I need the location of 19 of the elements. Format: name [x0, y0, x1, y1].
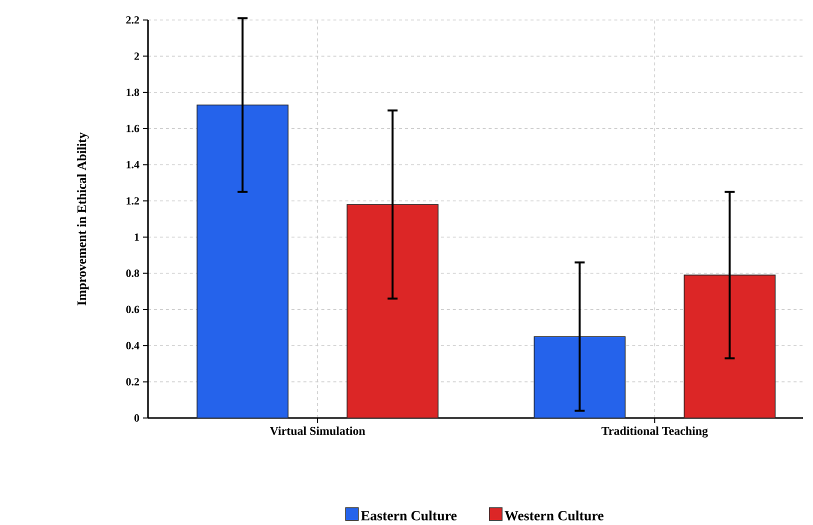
y-axis-title: Improvement in Ethical Ability — [77, 132, 89, 306]
x-tick-label: Traditional Teaching — [602, 426, 708, 438]
bar — [346, 204, 438, 418]
y-tick-label: 1.8 — [126, 88, 140, 96]
y-tick-label: 1.2 — [126, 197, 139, 205]
legend-label: Eastern Culture — [360, 510, 457, 520]
y-tick-label: 0.2 — [126, 378, 139, 386]
x-tick-label: Virtual Simulation — [270, 426, 366, 436]
y-tick-label: 1.6 — [126, 124, 140, 132]
y-tick-label: 0.6 — [126, 306, 140, 314]
y-tick-label: 0.4 — [126, 342, 140, 350]
y-tick-label: 2 — [134, 52, 139, 60]
bar — [196, 104, 288, 418]
y-tick-label: 1 — [134, 233, 139, 241]
y-tick-label: 0.8 — [126, 270, 140, 277]
y-tick-label: 0 — [134, 414, 140, 422]
y-tick-label: 1.4 — [126, 161, 140, 168]
y-tick-label: 2.2 — [126, 16, 139, 24]
legend-label: Western Culture — [504, 510, 604, 520]
